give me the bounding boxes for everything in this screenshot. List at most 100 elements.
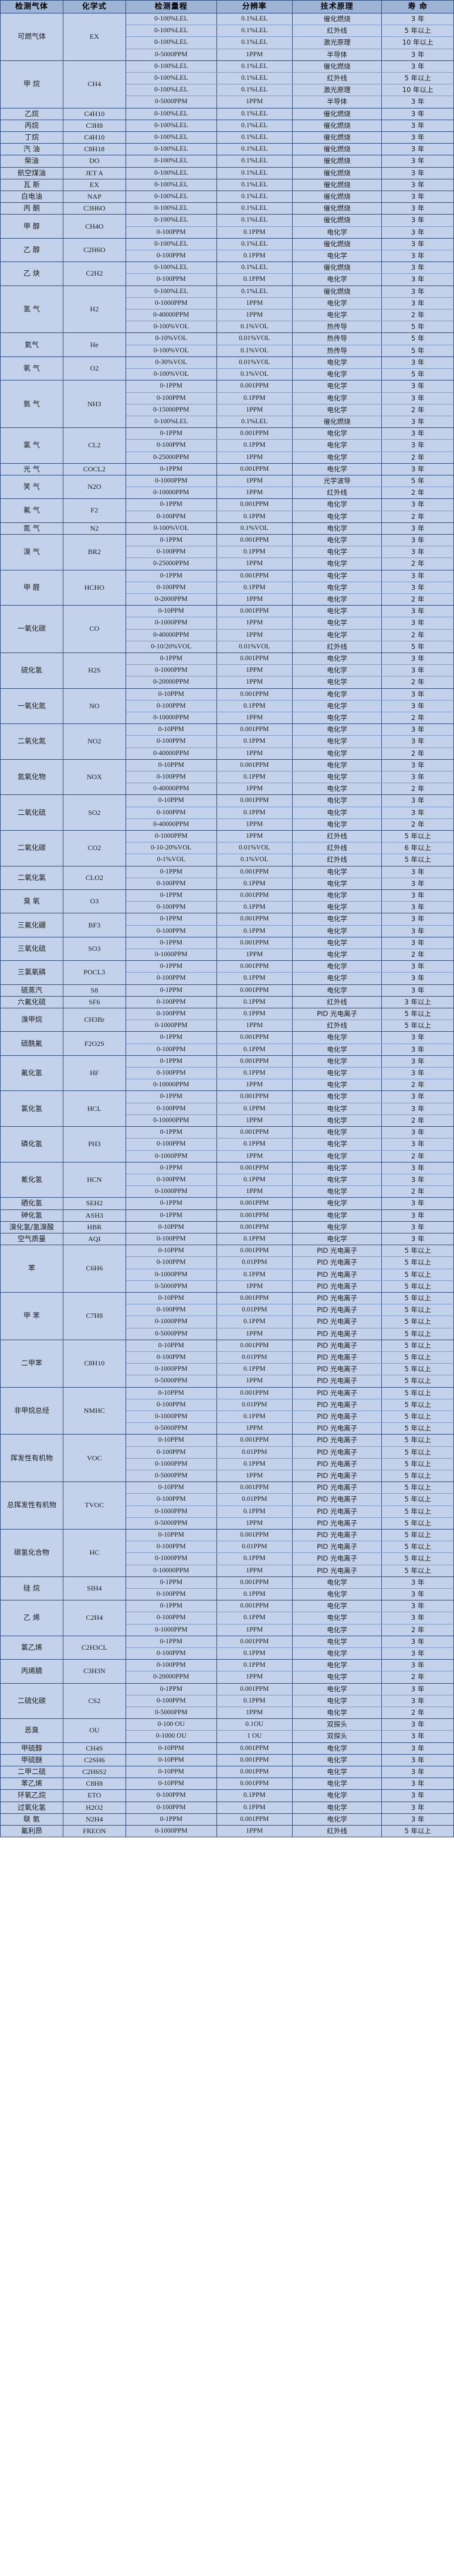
cell-detection-range: 0-100PPM [125, 770, 217, 784]
cell-resolution: 1PPM [216, 1671, 293, 1684]
table-row: 0-100PPM 0.1PPM 电化学 3 年 [1, 581, 454, 594]
cell-chemical-formula: JET A [62, 166, 126, 179]
cell-detection-range: 0-10PPM [125, 794, 217, 807]
cell-technology: 电化学 [292, 1742, 382, 1755]
cell-technology: 电化学 [292, 1647, 382, 1660]
table-row: 0-100PPM 0.1PPM 电化学 3 年 [1, 1588, 454, 1601]
cell-gas-name: 丙烯腈 [0, 1659, 63, 1684]
cell-detection-range: 0-1PPM [125, 1209, 217, 1222]
cell-lifetime: 3 年 [381, 439, 454, 452]
table-row: 挥发性有机物 VOC 0-10PPM 0.001PPM PID 光电离子 5 年以上 [0, 1434, 454, 1483]
cell-lifetime: 3 年 [381, 533, 454, 547]
cell-technology: 电化学 [292, 593, 382, 606]
cell-technology: 电化学 [292, 723, 382, 736]
cell-lifetime: 5 年 [381, 368, 454, 381]
cell-lifetime: 5 年以上 [381, 1493, 454, 1506]
cell-technology: 催化燃烧 [292, 12, 382, 26]
cell-lifetime: 3 年 [381, 1209, 454, 1222]
cell-technology: 电化学 [292, 652, 382, 665]
cell-resolution: 0.001PPM [216, 1683, 293, 1695]
cell-technology: 电化学 [292, 1197, 382, 1210]
table-row: 0-20000PPM 1PPM 电化学 2 年 [1, 1671, 454, 1684]
cell-gas-name: 氢 气 [0, 285, 63, 334]
cell-technology: PID 光电离子 [292, 1541, 382, 1554]
cell-lifetime: 3 年 [381, 107, 454, 120]
cell-chemical-formula: F2 [62, 498, 126, 523]
cell-technology: 红外线 [292, 72, 382, 85]
table-row: 0-1000PPM 1PPM 电化学 3 年 [1, 297, 454, 310]
cell-lifetime: 3 年 [381, 652, 454, 665]
cell-lifetime: 5 年以上 [381, 1446, 454, 1459]
cell-detection-range: 0-100PPM [125, 1446, 217, 1459]
cell-technology: 电化学 [292, 463, 382, 475]
cell-chemical-formula: POCL3 [62, 960, 126, 985]
cell-resolution: 0.1PPM [216, 1789, 293, 1802]
cell-technology: 电化学 [292, 1778, 382, 1790]
cell-lifetime: 3 年 [381, 1090, 454, 1103]
table-row: 0-1000PPM 1PPM 电化学 3 年 [1, 617, 454, 630]
cell-resolution: 0.1PPM [216, 1588, 293, 1601]
table-row: 0-20000PPM 1PPM 电化学 2 年 [1, 676, 454, 689]
cell-resolution: 0.1%LEL [216, 214, 293, 227]
cell-resolution: 0.1%LEL [216, 84, 293, 97]
cell-chemical-formula: NH3 [62, 380, 126, 429]
cell-lifetime: 3 年 [381, 889, 454, 902]
cell-gas-name: 柴油 [0, 155, 63, 168]
cell-gas-name: 瓦 斯 [0, 178, 63, 192]
cell-detection-range: 0-1000PPM [125, 1505, 217, 1518]
table-row: 溴甲烷 CH3Br 0-100PPM 0.1PPM PID 光电离子 5 年以上 [0, 1008, 454, 1032]
table-row: 0-25000PPM 1PPM 电化学 2 年 [1, 558, 454, 570]
cell-gas-name: 硅 烷 [0, 1576, 63, 1601]
cell-technology: 红外线 [292, 842, 382, 855]
table-row: 氮氧化物 NOX 0-10PPM 0.001PPM 电化学 3 年 [0, 759, 454, 796]
table-row: 0-1000PPM 0.1PPM PID 光电离子 5 年以上 [1, 1552, 454, 1565]
table-row: 硅 烷 SIH4 0-1PPM 0.001PPM 电化学 3 年 [0, 1576, 454, 1601]
cell-gas-name: 氨 气 [0, 380, 63, 429]
cell-technology: 电化学 [292, 605, 382, 618]
cell-chemical-formula: C2H3CL [62, 1635, 126, 1660]
cell-lifetime: 3 年 [381, 1055, 454, 1068]
table-row: 0-5000PPM 1PPM PID 光电离子 5 年以上 [1, 1280, 454, 1293]
cell-lifetime: 2 年 [381, 1079, 454, 1092]
cell-chemical-formula: SF6 [62, 995, 126, 1009]
cell-resolution: 0.001PPM [216, 427, 293, 440]
cell-lifetime: 3 年 [381, 984, 454, 997]
cell-detection-range: 0-1000PPM [125, 1363, 217, 1376]
cell-lifetime: 5 年以上 [381, 1292, 454, 1305]
cell-lifetime: 3 年 [381, 581, 454, 594]
cell-chemical-formula: C4H10 [62, 131, 126, 144]
table-row: 0-100PPM 0.1PPM 电化学 3 年 [1, 699, 454, 712]
cell-technology: 电化学 [292, 913, 382, 926]
cell-technology: 电化学 [292, 250, 382, 263]
table-row: 0-100PPM 0.1PPM 电化学 3 年 [1, 546, 454, 559]
cell-resolution: 0.1%LEL [216, 119, 293, 132]
cell-lifetime: 3 年 [381, 131, 454, 144]
cell-detection-range: 0-15000PPM [125, 403, 217, 416]
cell-gas-name: 甲硫醚 [0, 1753, 63, 1767]
cell-lifetime: 3 年以上 [381, 995, 454, 1009]
table-row: 0-10000PPM 1PPM PID 光电离子 5 年以上 [1, 1564, 454, 1577]
cell-lifetime: 3 年 [381, 1801, 454, 1814]
cell-technology: 电化学 [292, 628, 382, 641]
cell-lifetime: 2 年 [381, 783, 454, 796]
table-row: 丙烷 C3H8 0-100%LEL 0.1%LEL 催化燃烧 3 年 [0, 119, 454, 132]
cell-technology: 电化学 [292, 1635, 382, 1649]
table-row: 0-1000PPM 1PPM 电化学 2 年 [1, 1185, 454, 1198]
cell-gas-name: 氮 气 [0, 522, 63, 535]
cell-detection-range: 0-100PPM [125, 1138, 217, 1151]
cell-detection-range: 0-100%VOL [125, 522, 217, 535]
cell-lifetime: 5 年以上 [381, 1375, 454, 1388]
cell-gas-name: 可燃气体 [0, 13, 63, 61]
cell-technology: 催化燃烧 [292, 166, 382, 179]
cell-resolution: 1PPM [216, 403, 293, 416]
cell-resolution: 1 OU [216, 1730, 293, 1743]
cell-lifetime: 3 年 [381, 1600, 454, 1613]
cell-lifetime: 5 年以上 [381, 1825, 454, 1838]
table-row: 航空煤油 JET A 0-100%LEL 0.1%LEL 催化燃烧 3 年 [0, 166, 454, 179]
cell-resolution: 0.1%VOL [216, 854, 293, 866]
column-header-technology: 技术原理 [292, 0, 382, 13]
cell-resolution: 0.001PPM [216, 1055, 293, 1068]
cell-technology: PID 光电离子 [292, 1351, 382, 1364]
cell-detection-range: 0-1000PPM [125, 830, 217, 843]
table-row: 二氧化碳 CO2 0-1000PPM 1PPM 红外线 5 年以上 [0, 830, 454, 866]
